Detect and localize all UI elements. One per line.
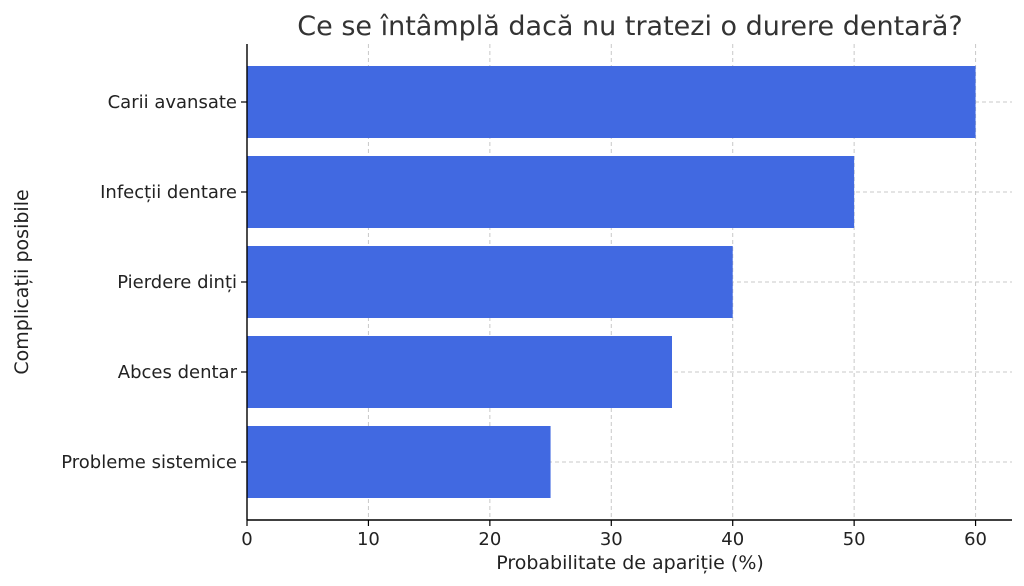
bar [247, 156, 855, 228]
x-tick-label: 10 [357, 529, 380, 550]
bars [247, 66, 976, 498]
y-tick-label: Infecții dentare [100, 182, 237, 203]
y-tick-label: Pierdere dinți [117, 272, 237, 293]
x-axis-label: Probabilitate de apariție (%) [496, 552, 764, 574]
x-ticks: 0 10 20 30 40 50 60 [241, 520, 987, 550]
x-tick-label: 40 [721, 529, 744, 550]
bar [247, 426, 551, 498]
chart-title: Ce se întâmplă dacă nu tratezi o durere … [297, 11, 962, 42]
y-tick-label: Carii avansate [108, 92, 237, 113]
bar [247, 336, 672, 408]
bar [247, 246, 733, 318]
x-tick-label: 30 [600, 529, 623, 550]
x-tick-label: 60 [964, 529, 987, 550]
x-tick-label: 50 [843, 529, 866, 550]
y-tick-label: Abces dentar [118, 362, 238, 383]
bar [247, 66, 976, 138]
x-tick-label: 20 [478, 529, 501, 550]
y-ticks: Carii avansate Infecții dentare Pierdere d… [61, 92, 247, 473]
y-tick-label: Probleme sistemice [61, 452, 237, 473]
y-axis-label: Complicații posibile [11, 189, 33, 374]
x-tick-label: 0 [241, 529, 252, 550]
